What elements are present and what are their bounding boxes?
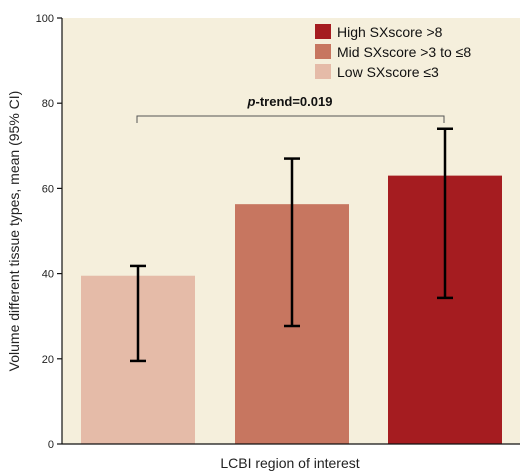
legend-swatch [315, 24, 331, 39]
error-bars-group [130, 127, 453, 363]
y-tick-label: 40 [42, 269, 54, 281]
x-axis-label: LCBI region of interest [220, 455, 359, 471]
trend-annotation: p-trend=0.019 [136, 94, 445, 123]
y-tick-label: 100 [36, 13, 54, 25]
y-tick-label: 80 [42, 98, 54, 110]
trend-label: p-trend=0.019 [247, 94, 333, 109]
legend: High SXscore >8 Mid SXscore >3 to ≤8 Low S… [315, 24, 471, 80]
legend-label: Low SXscore ≤3 [337, 64, 439, 80]
y-tick-label: 20 [42, 354, 54, 366]
trend-label-p: p [247, 94, 256, 109]
y-tick-label: 60 [42, 183, 54, 195]
legend-label: High SXscore >8 [337, 24, 443, 40]
y-ticks-group: 0 20 40 60 80 100 [36, 13, 62, 451]
legend-swatch [315, 44, 331, 59]
y-axis-label: Volume different tissue types, mean (95%… [6, 91, 22, 372]
legend-label: Mid SXscore >3 to ≤8 [337, 44, 471, 60]
trend-bracket [136, 115, 445, 123]
legend-swatch [315, 64, 331, 79]
y-tick-label: 0 [48, 439, 54, 451]
trend-label-value: -trend=0.019 [256, 94, 333, 109]
